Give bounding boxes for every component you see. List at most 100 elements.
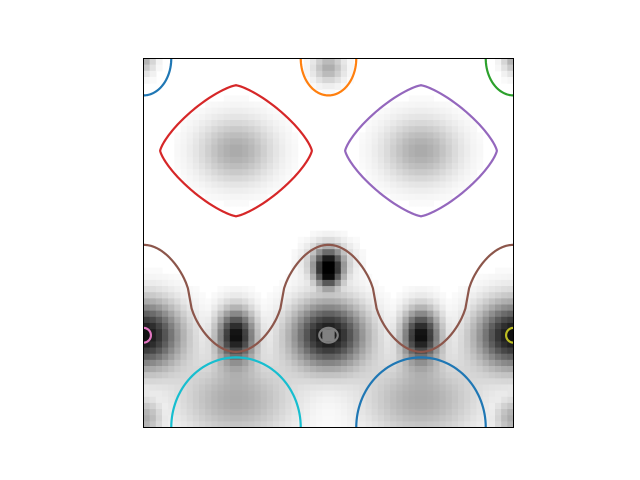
- heatmap-cell: [211, 384, 218, 391]
- heatmap-cell: [292, 366, 299, 373]
- heatmap-cell: [168, 311, 175, 318]
- heatmap-cell: [285, 298, 292, 305]
- heatmap-cell: [261, 317, 268, 324]
- heatmap-cell: [230, 360, 237, 367]
- heatmap-cell: [316, 378, 323, 385]
- heatmap-cell: [242, 163, 249, 170]
- heatmap-cell: [211, 102, 218, 109]
- heatmap-cell: [329, 366, 336, 373]
- heatmap-cell: [495, 378, 502, 385]
- heatmap-cell: [168, 286, 175, 293]
- heatmap-cell: [409, 391, 416, 398]
- heatmap-cell: [396, 311, 403, 318]
- heatmap-cell: [359, 286, 366, 293]
- heatmap-cell: [255, 151, 262, 158]
- heatmap-cell: [292, 317, 299, 324]
- heatmap-cell: [409, 292, 416, 299]
- heatmap-cell: [304, 397, 311, 404]
- heatmap-cell: [446, 372, 453, 379]
- heatmap-cell: [403, 292, 410, 299]
- heatmap-cell: [366, 145, 373, 152]
- heatmap-cell: [304, 354, 311, 361]
- heatmap-cell: [347, 391, 354, 398]
- heatmap-cell: [440, 157, 447, 164]
- heatmap-cell: [433, 286, 440, 293]
- heatmap-cell: [421, 126, 428, 133]
- heatmap-cell: [489, 274, 496, 281]
- heatmap-cell: [322, 255, 329, 262]
- heatmap-cell: [489, 397, 496, 404]
- heatmap-cell: [230, 126, 237, 133]
- heatmap-cell: [501, 378, 508, 385]
- heatmap-cell: [174, 341, 181, 348]
- heatmap-cell: [168, 305, 175, 312]
- heatmap-cell: [205, 323, 212, 330]
- heatmap-cell: [199, 120, 206, 127]
- heatmap-cell: [199, 175, 206, 182]
- heatmap-cell: [329, 261, 336, 268]
- heatmap-cell: [218, 145, 225, 152]
- heatmap-cell: [440, 126, 447, 133]
- heatmap-cell: [452, 175, 459, 182]
- heatmap-cell: [396, 108, 403, 115]
- heatmap-cell: [267, 138, 274, 145]
- heatmap-cell: [329, 305, 336, 312]
- heatmap-cell: [162, 323, 169, 330]
- heatmap-cell: [273, 138, 280, 145]
- heatmap-cell: [427, 341, 434, 348]
- heatmap-cell: [372, 415, 379, 422]
- heatmap-cell: [403, 415, 410, 422]
- heatmap-cell: [224, 188, 231, 195]
- heatmap-cell: [390, 397, 397, 404]
- heatmap-cell: [501, 403, 508, 410]
- heatmap-cell: [292, 384, 299, 391]
- heatmap-cell: [458, 329, 465, 336]
- heatmap-cell: [335, 391, 342, 398]
- heatmap-cell: [310, 231, 317, 238]
- heatmap-cell: [261, 120, 268, 127]
- heatmap-cell: [341, 329, 348, 336]
- heatmap-cell: [150, 77, 157, 84]
- heatmap-cell: [335, 397, 342, 404]
- heatmap-cell: [378, 415, 385, 422]
- heatmap-cell: [409, 194, 416, 201]
- heatmap-cell: [347, 360, 354, 367]
- heatmap-cell: [168, 341, 175, 348]
- heatmap-cell: [353, 237, 360, 244]
- heatmap-cell: [329, 415, 336, 422]
- heatmap-cell: [193, 305, 200, 312]
- heatmap-cell: [285, 311, 292, 318]
- heatmap-cell: [329, 409, 336, 416]
- heatmap-cell: [322, 360, 329, 367]
- heatmap-cell: [501, 286, 508, 293]
- heatmap-cell: [384, 120, 391, 127]
- heatmap-cell: [372, 366, 379, 373]
- heatmap-cell: [298, 249, 305, 256]
- heatmap-cell: [415, 366, 422, 373]
- heatmap-cell: [495, 286, 502, 293]
- heatmap-cell: [242, 145, 249, 152]
- heatmap-cell: [236, 108, 243, 115]
- heatmap-cell: [501, 71, 508, 78]
- heatmap-cell: [242, 366, 249, 373]
- heatmap-cell: [464, 391, 471, 398]
- heatmap-cell: [427, 126, 434, 133]
- heatmap-cell: [458, 114, 465, 121]
- heatmap-cell: [341, 292, 348, 299]
- heatmap-cell: [144, 403, 151, 410]
- heatmap-cell: [415, 194, 422, 201]
- heatmap-cell: [267, 384, 274, 391]
- heatmap-cell: [384, 298, 391, 305]
- heatmap-cell: [273, 298, 280, 305]
- heatmap-cell: [427, 415, 434, 422]
- heatmap-cell: [421, 102, 428, 109]
- heatmap-cell: [341, 65, 348, 72]
- heatmap-cell: [279, 151, 286, 158]
- heatmap-cell: [187, 329, 194, 336]
- heatmap-cell: [421, 114, 428, 121]
- heatmap-cell: [415, 95, 422, 102]
- heatmap-cell: [378, 348, 385, 355]
- heatmap-cell: [144, 268, 151, 275]
- heatmap-cell: [261, 108, 268, 115]
- heatmap-cell: [390, 409, 397, 416]
